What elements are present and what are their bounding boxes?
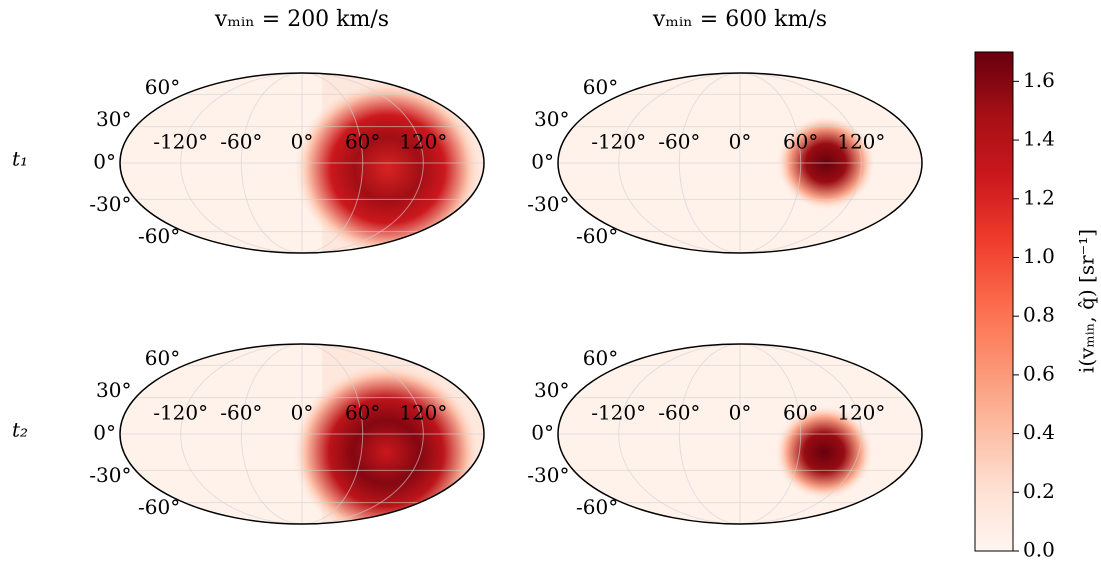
y-tick-label: 30° <box>96 378 131 402</box>
x-tick-label: 0° <box>729 130 752 154</box>
x-tick-label: -60° <box>220 401 262 425</box>
y-tick-label: -30° <box>89 463 131 487</box>
colorbar-tick-label: 0.8 <box>1023 303 1055 327</box>
map-panel: -120° -60° 0° 60° 120° 60° 30° 0° -30° -60° <box>527 72 923 254</box>
x-tick-label: 120° <box>399 130 447 154</box>
y-tick-label: -60° <box>576 495 618 519</box>
map-outline <box>119 72 485 254</box>
x-tick-label: 120° <box>399 401 447 425</box>
y-tick-label: 60° <box>583 75 618 99</box>
x-tick-label: 60° <box>783 401 818 425</box>
intensity-peak <box>291 362 482 524</box>
y-tick-label: 0° <box>531 150 554 174</box>
map-panel: -120° -60° 0° 60° 120° 60° 30° 0° -30° -60° <box>527 343 923 525</box>
x-tick-label: 120° <box>837 401 885 425</box>
intensity-peak <box>292 79 483 253</box>
x-tick-label: 60° <box>345 401 380 425</box>
x-tick-label: 0° <box>291 401 314 425</box>
x-tick-label: 60° <box>345 130 380 154</box>
map-content <box>558 344 922 524</box>
colorbar-tick-label: 1.4 <box>1023 127 1055 151</box>
x-tick-label: -120° <box>153 130 208 154</box>
y-tick-label: 60° <box>145 346 180 370</box>
map-outline <box>119 343 485 525</box>
column-title: vₘᵢₙ = 200 km/s <box>214 7 389 32</box>
map-outline <box>557 72 923 254</box>
colorbar-tick-label: 1.0 <box>1023 244 1055 268</box>
y-tick-label: -60° <box>138 224 180 248</box>
y-tick-label: 0° <box>93 421 116 445</box>
y-tick-label: 0° <box>93 150 116 174</box>
colorbar-tick-label: 0.0 <box>1023 538 1055 561</box>
y-tick-label: 60° <box>583 346 618 370</box>
y-tick-label: -30° <box>527 192 569 216</box>
colorbar-tick-label: 1.2 <box>1023 185 1055 209</box>
y-tick-label: 30° <box>534 378 569 402</box>
colorbar-tick-label: 0.6 <box>1023 361 1055 385</box>
y-tick-label: -30° <box>89 192 131 216</box>
map-content <box>558 73 922 253</box>
map-outline <box>557 343 923 525</box>
colorbar-label: i(vₘᵢₙ, q̂) [sr⁻¹] <box>1075 229 1099 373</box>
y-tick-label: 0° <box>531 421 554 445</box>
x-tick-label: -120° <box>153 401 208 425</box>
colorbar <box>974 51 1014 552</box>
x-tick-label: -60° <box>658 401 700 425</box>
y-tick-label: 30° <box>534 107 569 131</box>
x-tick-label: -120° <box>591 130 646 154</box>
colorbar-tick-label: 1.6 <box>1023 68 1055 92</box>
x-tick-label: -60° <box>658 130 700 154</box>
y-tick-label: -60° <box>138 495 180 519</box>
x-tick-label: 120° <box>837 130 885 154</box>
y-tick-label: -30° <box>527 463 569 487</box>
y-tick-label: -60° <box>576 224 618 248</box>
column-title: vₘᵢₙ = 600 km/s <box>652 7 827 32</box>
colorbar-tick-label: 0.2 <box>1023 479 1055 503</box>
y-tick-label: 30° <box>96 107 131 131</box>
x-tick-label: 60° <box>783 130 818 154</box>
colorbar-tick-label: 0.4 <box>1023 420 1055 444</box>
row-label: t₁ <box>12 147 28 171</box>
y-tick-label: 60° <box>145 75 180 99</box>
row-label: t₂ <box>12 418 28 442</box>
x-tick-label: -60° <box>220 130 262 154</box>
x-tick-label: -120° <box>591 401 646 425</box>
intensity-peak <box>774 404 875 501</box>
x-tick-label: 0° <box>729 401 752 425</box>
x-tick-label: 0° <box>291 130 314 154</box>
